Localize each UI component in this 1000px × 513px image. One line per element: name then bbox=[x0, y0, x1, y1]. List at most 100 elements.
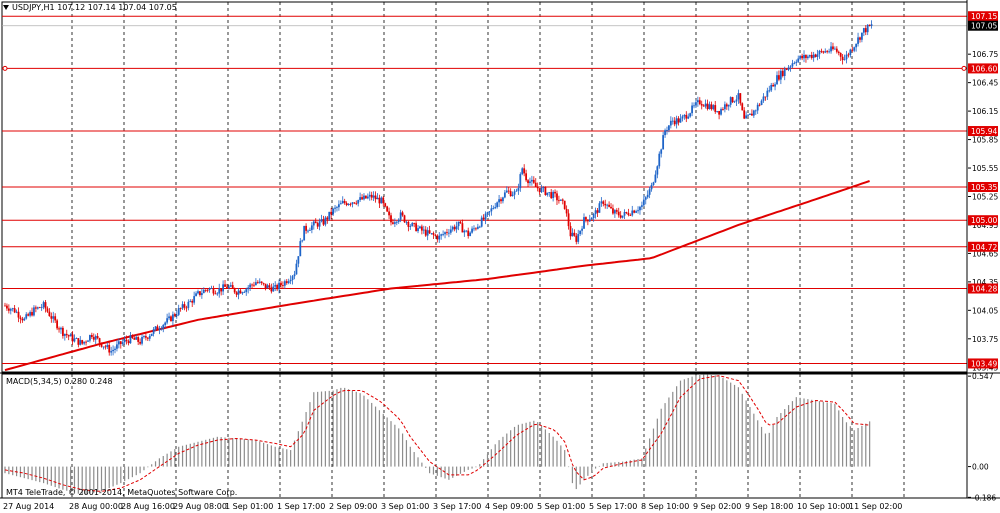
candle-body bbox=[361, 197, 363, 200]
candle-body bbox=[419, 226, 421, 229]
candle-body bbox=[509, 191, 512, 197]
candle-body bbox=[642, 199, 645, 206]
macd-histogram-bar bbox=[737, 387, 739, 467]
candle-body bbox=[718, 111, 720, 115]
macd-histogram-bar bbox=[421, 462, 423, 467]
macd-histogram-bar bbox=[691, 376, 693, 467]
candle-body bbox=[486, 212, 489, 214]
macd-histogram-bar bbox=[320, 391, 323, 467]
candle-body bbox=[363, 195, 365, 200]
macd-histogram-bar bbox=[85, 466, 87, 495]
macd-histogram-bar bbox=[564, 450, 566, 467]
macd-histogram-bar bbox=[50, 466, 52, 486]
candle-body bbox=[401, 212, 404, 216]
macd-histogram-bar bbox=[413, 452, 415, 467]
macd-y-tick-label: -0.186 bbox=[972, 493, 996, 502]
macd-histogram-bar bbox=[656, 418, 658, 467]
dropdown-triangle-icon[interactable] bbox=[3, 5, 9, 10]
candle-body bbox=[231, 285, 234, 289]
candle-body bbox=[376, 197, 379, 200]
level-price-tag bbox=[968, 215, 998, 226]
candle-body bbox=[438, 235, 441, 240]
macd-histogram-bar bbox=[622, 461, 624, 467]
candle-body bbox=[737, 93, 740, 100]
candle-body bbox=[226, 286, 228, 289]
macd-histogram-bar bbox=[838, 410, 840, 467]
macd-histogram-bar bbox=[143, 466, 145, 471]
macd-histogram-bar bbox=[672, 391, 674, 467]
candle-body bbox=[94, 336, 97, 340]
candle-body bbox=[129, 335, 132, 344]
candle-body bbox=[764, 96, 767, 98]
candle-body bbox=[13, 308, 16, 313]
candle-body bbox=[859, 37, 861, 40]
candle-body bbox=[150, 333, 153, 336]
candle-body bbox=[65, 333, 68, 336]
symbol-label: USDJPY,H1 bbox=[12, 3, 55, 12]
candle-body bbox=[191, 300, 194, 303]
candle-body bbox=[600, 201, 603, 204]
macd-histogram-bar bbox=[753, 413, 755, 467]
candle-body bbox=[864, 28, 867, 33]
candle-body bbox=[451, 226, 454, 230]
x-tick-label: 11 Sep 02:00 bbox=[849, 502, 902, 511]
macd-histogram-bar bbox=[799, 397, 801, 467]
candle-body bbox=[646, 194, 649, 198]
macd-histogram-bar bbox=[760, 426, 763, 467]
candle-body bbox=[552, 191, 555, 199]
candle-body bbox=[490, 208, 493, 212]
candle-body bbox=[459, 221, 462, 224]
candle-body bbox=[558, 200, 560, 202]
macd-histogram-bar bbox=[23, 466, 25, 479]
candle-body bbox=[530, 179, 533, 182]
candle-body bbox=[787, 67, 790, 70]
x-tick-label: 1 Sep 17:00 bbox=[277, 502, 325, 511]
candle-body bbox=[293, 274, 296, 277]
candle-body bbox=[507, 190, 510, 192]
candle-body bbox=[374, 195, 377, 200]
candle-body bbox=[826, 51, 829, 52]
macd-histogram-bar bbox=[355, 391, 357, 467]
macd-histogram-bar bbox=[301, 421, 303, 467]
x-tick-label: 29 Aug 08:00 bbox=[173, 502, 227, 511]
candle-body bbox=[546, 192, 549, 195]
macd-histogram-bar bbox=[660, 408, 662, 467]
candle-body bbox=[272, 286, 275, 292]
macd-histogram-bar bbox=[317, 391, 319, 467]
candle-body bbox=[592, 214, 595, 218]
candle-body bbox=[405, 221, 408, 223]
candle-body bbox=[654, 174, 657, 183]
candle-body bbox=[195, 293, 197, 297]
macd-name: MACD(5,34,5) bbox=[6, 377, 62, 386]
macd-histogram-bar bbox=[463, 466, 465, 472]
y-tick-label: 104.35 bbox=[972, 278, 998, 287]
candle-body bbox=[532, 179, 535, 183]
macd-histogram-bar bbox=[699, 374, 701, 467]
candle-body bbox=[745, 115, 748, 119]
candle-body bbox=[480, 217, 483, 227]
macd-histogram-bar bbox=[386, 417, 388, 467]
candle-body bbox=[484, 213, 487, 220]
macd-histogram-bar bbox=[409, 446, 411, 467]
candle-body bbox=[671, 120, 674, 122]
candle-body bbox=[554, 191, 556, 194]
level-price-label: 107.15 bbox=[971, 12, 997, 21]
candle-body bbox=[658, 153, 661, 167]
candle-body bbox=[650, 184, 653, 190]
candle-body bbox=[795, 61, 798, 63]
y-tick-label: 104.65 bbox=[972, 249, 998, 258]
candle-body bbox=[366, 196, 369, 199]
candle-body bbox=[262, 282, 265, 284]
candle-body bbox=[689, 113, 692, 117]
macd-histogram-bar bbox=[371, 402, 373, 467]
macd-histogram-bar bbox=[853, 430, 855, 467]
macd-histogram-bar bbox=[297, 431, 299, 467]
candle-body bbox=[492, 208, 495, 209]
candle-body bbox=[15, 311, 18, 313]
macd-histogram-bar bbox=[185, 444, 188, 467]
candle-body bbox=[216, 293, 219, 295]
candle-body bbox=[266, 285, 269, 289]
candle-body bbox=[656, 166, 659, 175]
